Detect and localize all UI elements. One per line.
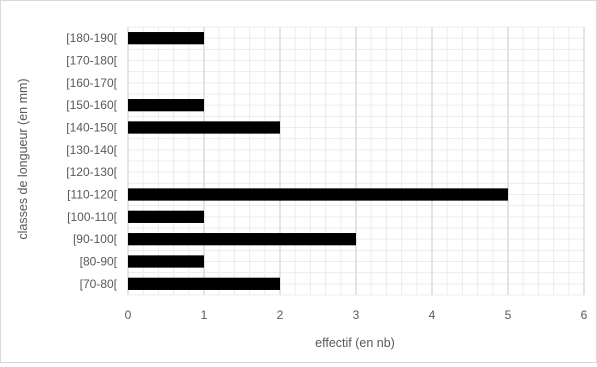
x-tick-label: 1 bbox=[201, 308, 208, 322]
y-tick-label: [150-160[ bbox=[66, 98, 117, 112]
bar bbox=[128, 121, 280, 134]
y-tick-labels: [70-80[ [80-90[ [90-100[ [100-110[ [110-120[… bbox=[66, 31, 117, 291]
y-tick-label: [100-110[ bbox=[67, 210, 117, 224]
y-tick-label: [160-170[ bbox=[66, 76, 117, 90]
bar bbox=[128, 32, 204, 45]
bars bbox=[128, 32, 508, 290]
y-tick-label: [170-180[ bbox=[66, 54, 117, 68]
y-tick-label: [80-90[ bbox=[80, 255, 118, 269]
bar bbox=[128, 233, 356, 246]
y-tick-label: [110-120[ bbox=[67, 188, 117, 202]
x-tick-label: 4 bbox=[429, 308, 436, 322]
bar bbox=[128, 188, 508, 201]
major-grid bbox=[127, 27, 585, 295]
bar bbox=[128, 277, 280, 290]
x-tick-label: 3 bbox=[353, 308, 360, 322]
x-tick-label: 6 bbox=[581, 308, 588, 322]
x-tick-label: 0 bbox=[125, 308, 132, 322]
x-axis-title: effectif (en nb) bbox=[315, 336, 395, 350]
y-tick-label: [140-150[ bbox=[66, 121, 117, 135]
x-tick-label: 5 bbox=[505, 308, 512, 322]
bar bbox=[128, 99, 204, 112]
y-tick-label: [130-140[ bbox=[66, 143, 117, 157]
bar bbox=[128, 210, 204, 223]
x-tick-labels: 0 1 2 3 4 5 6 bbox=[125, 308, 588, 322]
y-tick-label: [90-100[ bbox=[73, 232, 118, 246]
y-axis-title: classes de longueur (en mm) bbox=[16, 78, 30, 239]
bar bbox=[128, 255, 204, 268]
y-tick-label: [120-130[ bbox=[66, 165, 117, 179]
x-tick-label: 2 bbox=[277, 308, 284, 322]
y-tick-label: [70-80[ bbox=[80, 277, 118, 291]
y-tick-label: [180-190[ bbox=[66, 31, 117, 45]
